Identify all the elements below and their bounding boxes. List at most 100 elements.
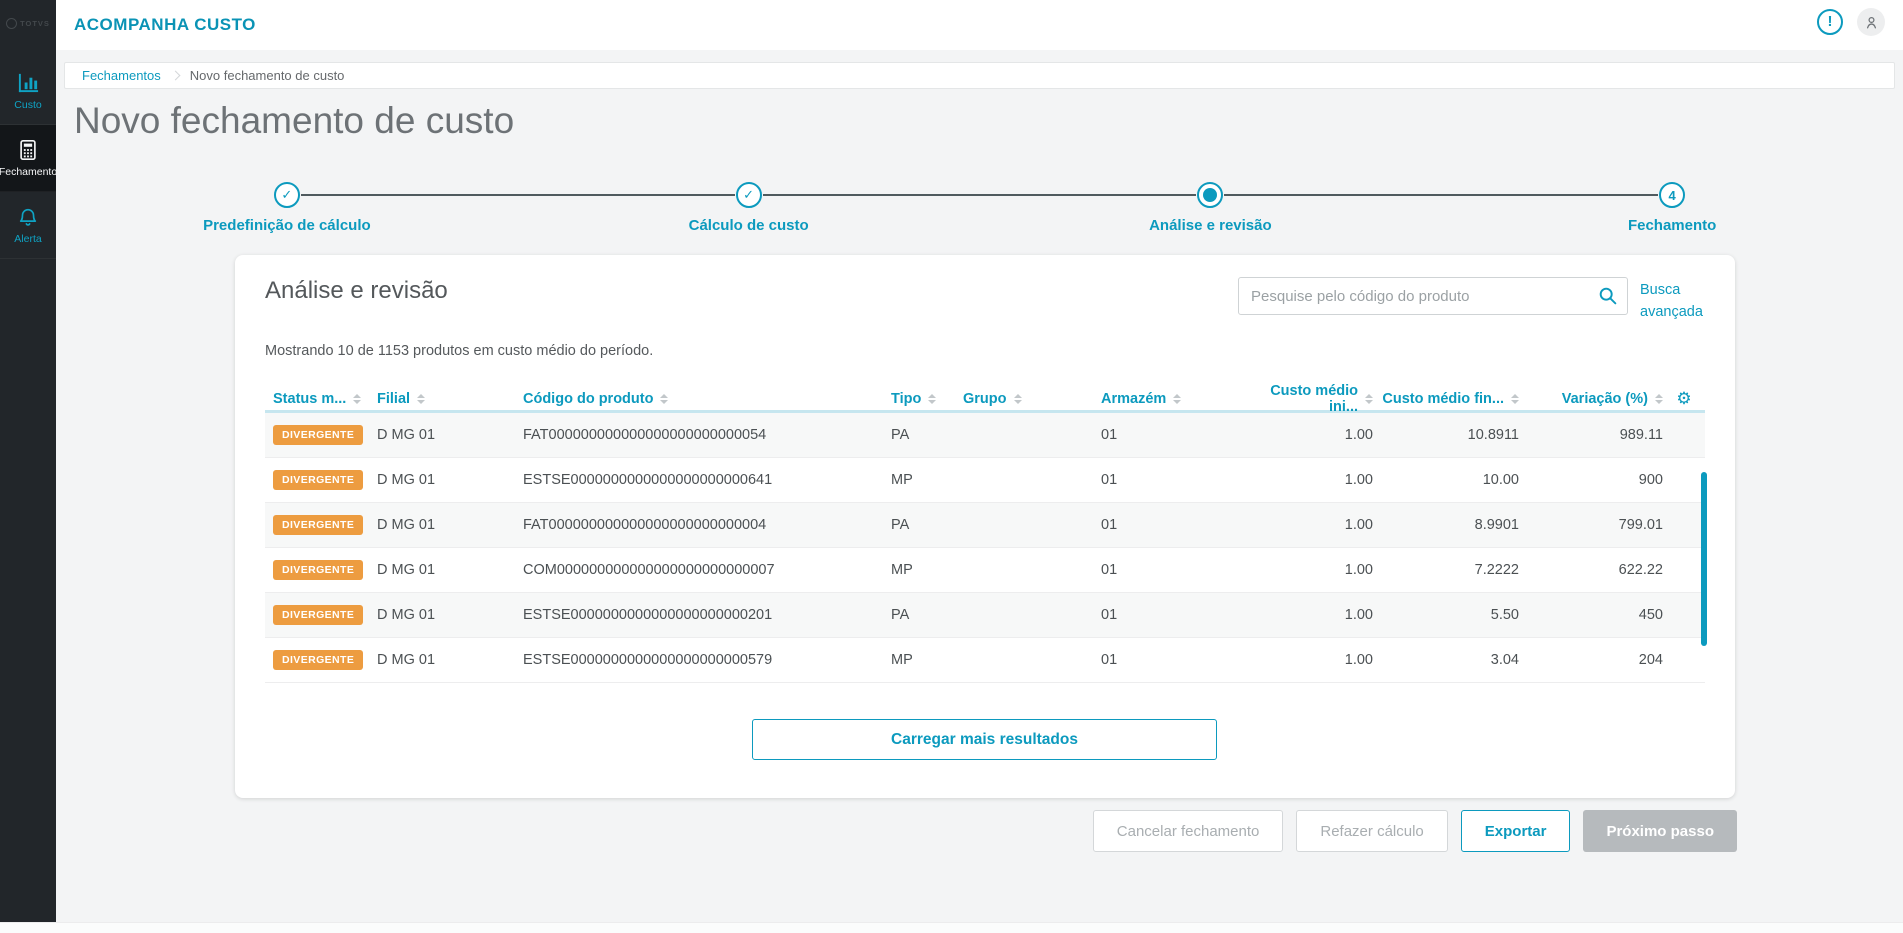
table-row[interactable]: DIVERGENTE D MG 01 ESTSE0000000000000000… — [265, 593, 1705, 638]
step-label: Predefinição de cálculo — [203, 217, 371, 234]
advanced-search-link[interactable]: Busca avançada — [1640, 282, 1703, 320]
sort-icon[interactable] — [417, 394, 426, 404]
sidebar-item-custo[interactable]: Custo — [0, 58, 56, 125]
cell-armazem: 01 — [1101, 562, 1118, 578]
cell-custo-inicial: 1.00 — [1344, 427, 1373, 443]
breadcrumb: Fechamentos Novo fechamento de custo — [64, 62, 1895, 89]
step-calculo-de-custo[interactable]: ✓ Cálculo de custo — [517, 182, 980, 234]
status-badge: DIVERGENTE — [273, 470, 364, 490]
step-fechamento[interactable]: 4 Fechamento — [1441, 182, 1903, 234]
sort-icon[interactable] — [928, 394, 937, 404]
sidebar-item-label: Fechamento — [0, 165, 58, 178]
footer-actions: Cancelar fechamento Refazer cálculo Expo… — [1092, 810, 1737, 852]
column-header-filial[interactable]: Filial — [377, 391, 523, 407]
cell-variacao: 204 — [1638, 652, 1663, 668]
cancel-closing-button[interactable]: Cancelar fechamento — [1092, 810, 1284, 852]
sidebar-item-label: Alerta — [14, 232, 42, 245]
cell-tipo: MP — [891, 652, 913, 668]
chevron-right-icon — [170, 70, 181, 80]
cell-filial: D MG 01 — [377, 607, 436, 623]
sort-icon[interactable] — [660, 394, 669, 404]
table-row[interactable]: DIVERGENTE D MG 01 ESTSE0000000000000000… — [265, 638, 1705, 683]
search-icon[interactable] — [1597, 285, 1618, 306]
next-step-button[interactable]: Próximo passo — [1583, 810, 1737, 852]
table-row[interactable]: DIVERGENTE D MG 01 FAT000000000000000000… — [265, 413, 1705, 458]
bottom-scroll-track[interactable] — [0, 922, 1903, 933]
totvs-logo: TOTVS — [0, 0, 56, 46]
step-analise-e-revisao[interactable]: Análise e revisão — [979, 182, 1442, 234]
sidebar-item-label: Custo — [14, 99, 42, 111]
column-label: Custo médio fin... — [1382, 391, 1504, 407]
table-row[interactable]: DIVERGENTE D MG 01 FAT000000000000000000… — [265, 503, 1705, 548]
cell-custo-final: 10.00 — [1482, 472, 1519, 488]
cell-armazem: 01 — [1101, 652, 1118, 668]
breadcrumb-current: Novo fechamento de custo — [189, 68, 345, 83]
cell-filial: D MG 01 — [377, 652, 436, 668]
column-header-status[interactable]: Status m... — [265, 391, 377, 407]
column-label: Variação (%) — [1561, 391, 1648, 407]
sort-icon[interactable] — [1173, 394, 1182, 404]
status-badge: DIVERGENTE — [273, 425, 364, 445]
step-done-icon: ✓ — [273, 182, 300, 208]
panel-title: Análise e revisão — [265, 277, 448, 304]
user-avatar[interactable] — [1857, 8, 1885, 36]
cell-tipo: MP — [891, 472, 913, 488]
bar-chart-icon — [18, 73, 38, 93]
export-button[interactable]: Exportar — [1460, 810, 1571, 852]
column-header-codigo[interactable]: Código do produto — [523, 391, 891, 407]
sort-icon[interactable] — [1511, 394, 1519, 404]
cell-filial: D MG 01 — [377, 472, 436, 488]
load-more-button[interactable]: Carregar mais resultados — [752, 719, 1217, 760]
cell-codigo: FAT000000000000000000000000054 — [523, 427, 767, 443]
step-number-icon: 4 — [1659, 182, 1686, 208]
status-badge: DIVERGENTE — [273, 560, 364, 580]
sort-icon[interactable] — [353, 394, 362, 404]
redo-calculation-button[interactable]: Refazer cálculo — [1296, 810, 1448, 852]
cell-tipo: MP — [891, 562, 913, 578]
sort-icon[interactable] — [1365, 394, 1373, 404]
sidebar-item-fechamento[interactable]: Fechamento — [0, 125, 58, 192]
table-row[interactable]: DIVERGENTE D MG 01 ESTSE0000000000000000… — [265, 458, 1705, 503]
cell-codigo: FAT000000000000000000000000004 — [523, 517, 767, 533]
exclamation-glyph: ! — [1827, 13, 1833, 30]
step-label: Fechamento — [1627, 217, 1717, 234]
breadcrumb-fechamentos[interactable]: Fechamentos — [82, 68, 161, 83]
cell-custo-inicial: 1.00 — [1344, 472, 1373, 488]
column-header-variacao[interactable]: Variação (%) — [1519, 391, 1663, 407]
cell-armazem: 01 — [1101, 472, 1118, 488]
column-label: Código do produto — [523, 391, 654, 407]
cell-custo-final: 3.04 — [1490, 652, 1519, 668]
table-scrollbar[interactable] — [1701, 472, 1707, 646]
cell-tipo: PA — [891, 517, 910, 533]
column-header-armazem[interactable]: Armazém — [1101, 391, 1243, 407]
column-header-custo-medio-inicial[interactable]: Custo médio ini... — [1243, 383, 1373, 415]
cell-filial: D MG 01 — [377, 517, 436, 533]
column-settings[interactable]: ⚙ — [1663, 389, 1705, 409]
cell-variacao: 799.01 — [1618, 517, 1663, 533]
cell-codigo: ESTSE0000000000000000000000201 — [523, 607, 773, 623]
cell-codigo: COM000000000000000000000000007 — [523, 562, 775, 578]
info-icon[interactable]: ! — [1817, 9, 1843, 35]
sidebar-item-alerta[interactable]: Alerta — [0, 192, 56, 259]
column-header-custo-medio-final[interactable]: Custo médio fin... — [1373, 391, 1519, 407]
step-predefinicao-de-calculo[interactable]: ✓ Predefinição de cálculo — [56, 182, 518, 234]
column-header-grupo[interactable]: Grupo — [963, 391, 1101, 407]
cell-variacao: 900 — [1638, 472, 1663, 488]
table-row[interactable]: DIVERGENTE D MG 01 COM000000000000000000… — [265, 548, 1705, 593]
user-icon — [1866, 16, 1876, 28]
cell-custo-final: 5.50 — [1490, 607, 1519, 623]
cell-variacao: 450 — [1638, 607, 1663, 623]
sort-icon[interactable] — [1013, 394, 1022, 404]
cell-variacao: 989.11 — [1619, 427, 1663, 443]
search-input[interactable] — [1238, 277, 1628, 315]
column-header-tipo[interactable]: Tipo — [891, 391, 963, 407]
sort-icon[interactable] — [1655, 394, 1663, 404]
cell-custo-final: 7.2222 — [1474, 562, 1519, 578]
cell-codigo: ESTSE0000000000000000000000641 — [523, 472, 773, 488]
cell-custo-inicial: 1.00 — [1344, 652, 1373, 668]
cell-variacao: 622.22 — [1618, 562, 1663, 578]
calculator-icon — [20, 139, 36, 160]
totvs-logo-text: TOTVS — [20, 18, 50, 28]
cell-tipo: PA — [891, 607, 910, 623]
gear-icon[interactable]: ⚙ — [1676, 389, 1692, 409]
